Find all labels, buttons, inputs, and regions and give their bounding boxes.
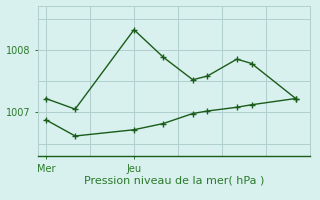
X-axis label: Pression niveau de la mer( hPa ): Pression niveau de la mer( hPa ): [84, 175, 265, 185]
